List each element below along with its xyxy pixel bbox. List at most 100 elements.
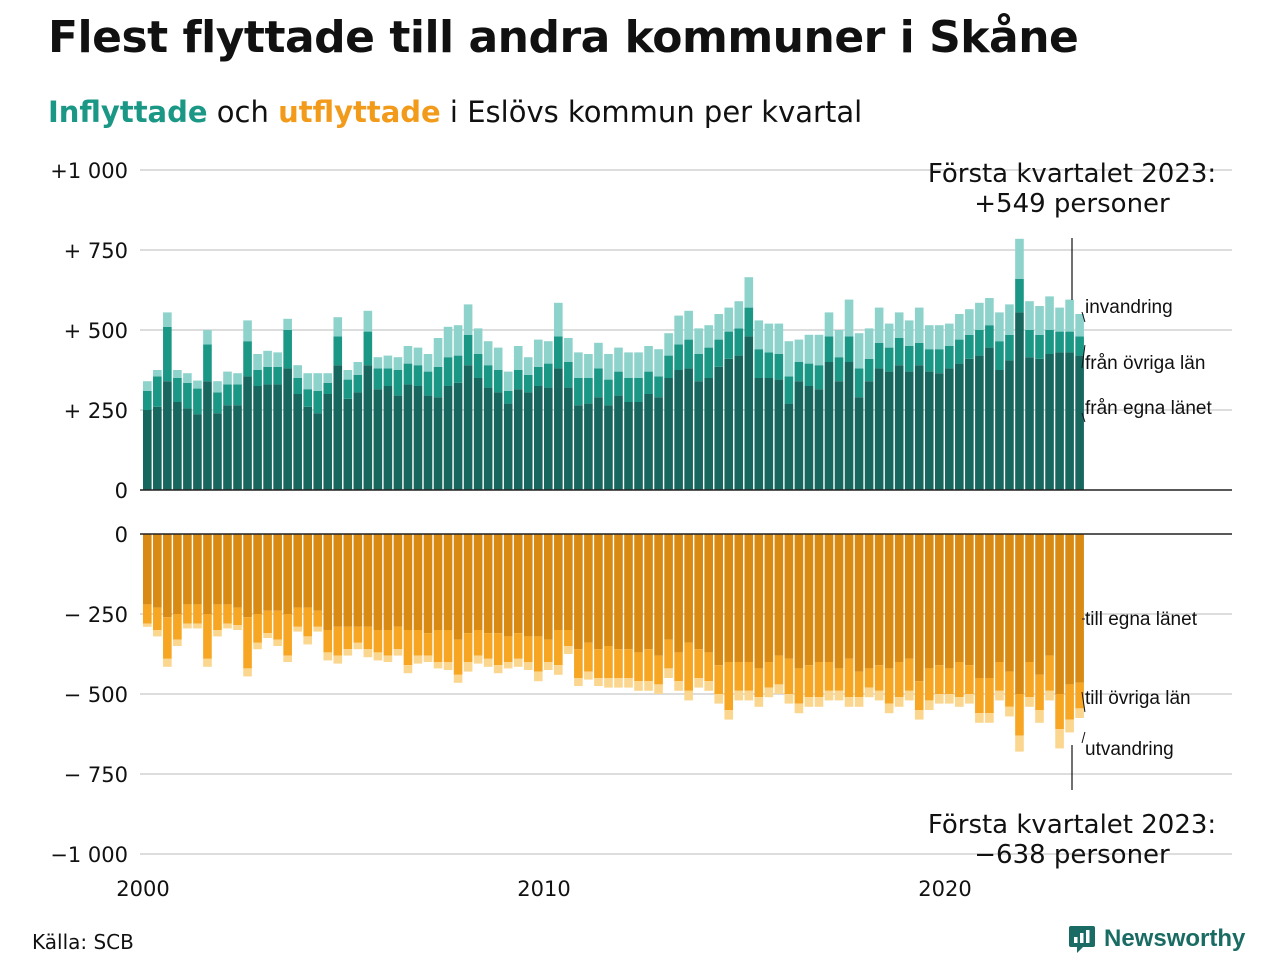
bar-in-other xyxy=(544,363,553,388)
bar-in-other xyxy=(714,339,724,367)
bar-in-abroad xyxy=(734,301,744,329)
bar-in-other xyxy=(463,334,473,366)
bar-out-own xyxy=(313,534,323,611)
bar-out-own xyxy=(754,534,764,669)
annotation-bottom-line2: −638 personer xyxy=(974,840,1170,870)
bar-out-own xyxy=(854,534,864,672)
bar-out-own xyxy=(664,534,673,640)
bar-out-other xyxy=(584,642,593,672)
bar-out-abroad xyxy=(393,649,403,656)
bar-in-abroad xyxy=(644,346,653,372)
bar-out-other xyxy=(814,662,824,698)
bar-in-other xyxy=(934,349,944,374)
bar-in-other xyxy=(203,344,212,382)
bar-out-abroad xyxy=(854,697,864,707)
y-tick-label-top: + 750 xyxy=(64,239,128,263)
bar-out-other xyxy=(824,662,834,691)
bar-out-own xyxy=(604,534,613,646)
bar-in-other xyxy=(834,357,844,382)
bar-in-abroad xyxy=(453,325,463,356)
bar-in-abroad xyxy=(894,312,904,338)
bar-out-abroad xyxy=(363,649,373,658)
bar-out-own xyxy=(674,534,683,653)
bar-out-other xyxy=(985,678,994,714)
bar-in-abroad xyxy=(1005,304,1014,335)
bar-out-other xyxy=(1015,694,1024,736)
bar-out-other xyxy=(934,665,944,694)
bar-out-abroad xyxy=(1065,719,1074,733)
bar-out-abroad xyxy=(213,630,222,637)
bar-in-abroad xyxy=(1025,301,1034,330)
bar-out-other xyxy=(624,649,633,678)
bar-out-own xyxy=(564,534,573,630)
bar-in-abroad xyxy=(804,334,814,364)
bar-out-other xyxy=(794,668,804,704)
bar-out-own xyxy=(804,534,814,666)
bar-out-abroad xyxy=(594,678,603,686)
bar-in-own xyxy=(263,384,272,490)
bar-out-abroad xyxy=(1005,706,1014,717)
bar-in-abroad xyxy=(864,328,874,359)
bar-out-abroad xyxy=(945,694,954,704)
bar-in-own xyxy=(293,394,302,490)
bar-out-other xyxy=(924,668,934,701)
bar-in-other xyxy=(293,378,302,394)
bar-out-other xyxy=(564,630,573,646)
bar-in-abroad xyxy=(554,302,563,337)
bar-out-other xyxy=(263,610,272,634)
bar-out-abroad xyxy=(203,658,212,667)
bar-in-own xyxy=(804,386,814,490)
bar-out-own xyxy=(975,534,984,678)
bar-in-abroad xyxy=(704,325,713,348)
bar-in-own xyxy=(253,386,262,490)
bar-in-own xyxy=(493,392,503,490)
bar-in-other xyxy=(744,307,754,337)
bar-in-abroad xyxy=(965,309,974,335)
bar-in-own xyxy=(483,387,493,490)
bar-in-own xyxy=(854,397,864,490)
bar-out-other xyxy=(363,626,373,650)
bar-in-other xyxy=(473,354,483,378)
bar-in-own xyxy=(624,402,633,490)
bar-in-own xyxy=(173,402,182,490)
bar-out-own xyxy=(955,534,964,662)
bar-out-abroad xyxy=(413,655,423,664)
bar-out-abroad xyxy=(644,681,653,691)
bar-out-other xyxy=(834,668,844,691)
bar-in-other xyxy=(704,347,713,378)
bar-out-other xyxy=(373,630,383,653)
bar-in-own xyxy=(934,373,944,490)
bar-out-abroad xyxy=(383,655,393,662)
bar-in-own xyxy=(784,403,794,490)
bar-in-own xyxy=(413,386,423,490)
bar-in-other xyxy=(574,378,583,406)
bar-out-abroad xyxy=(564,646,573,654)
bar-out-abroad xyxy=(483,658,493,667)
bar-out-abroad xyxy=(864,687,874,698)
y-tick-label-bottom: − 500 xyxy=(64,683,128,707)
bar-out-abroad xyxy=(263,633,272,638)
bar-out-abroad xyxy=(313,626,323,632)
bar-in-abroad xyxy=(794,339,804,362)
bar-out-own xyxy=(544,534,553,640)
bar-out-own xyxy=(1025,534,1034,662)
bar-out-abroad xyxy=(1075,708,1084,718)
bar-out-own xyxy=(894,534,904,662)
bar-out-own xyxy=(483,534,493,634)
bar-in-own xyxy=(694,381,703,490)
segment-leader-top xyxy=(1081,344,1086,369)
bar-out-abroad xyxy=(163,658,172,667)
bar-in-own xyxy=(564,387,573,490)
bar-in-own xyxy=(1005,360,1014,490)
bar-out-own xyxy=(945,534,954,669)
bar-out-own xyxy=(874,534,884,666)
bar-out-abroad xyxy=(985,713,994,723)
bar-out-own xyxy=(694,534,703,650)
bar-out-abroad xyxy=(894,697,904,707)
bar-in-own xyxy=(233,405,242,490)
bar-out-other xyxy=(684,642,693,691)
bar-in-own xyxy=(243,376,252,490)
bar-out-other xyxy=(594,649,603,678)
bar-out-abroad xyxy=(714,694,724,704)
bar-in-other xyxy=(1025,330,1034,358)
